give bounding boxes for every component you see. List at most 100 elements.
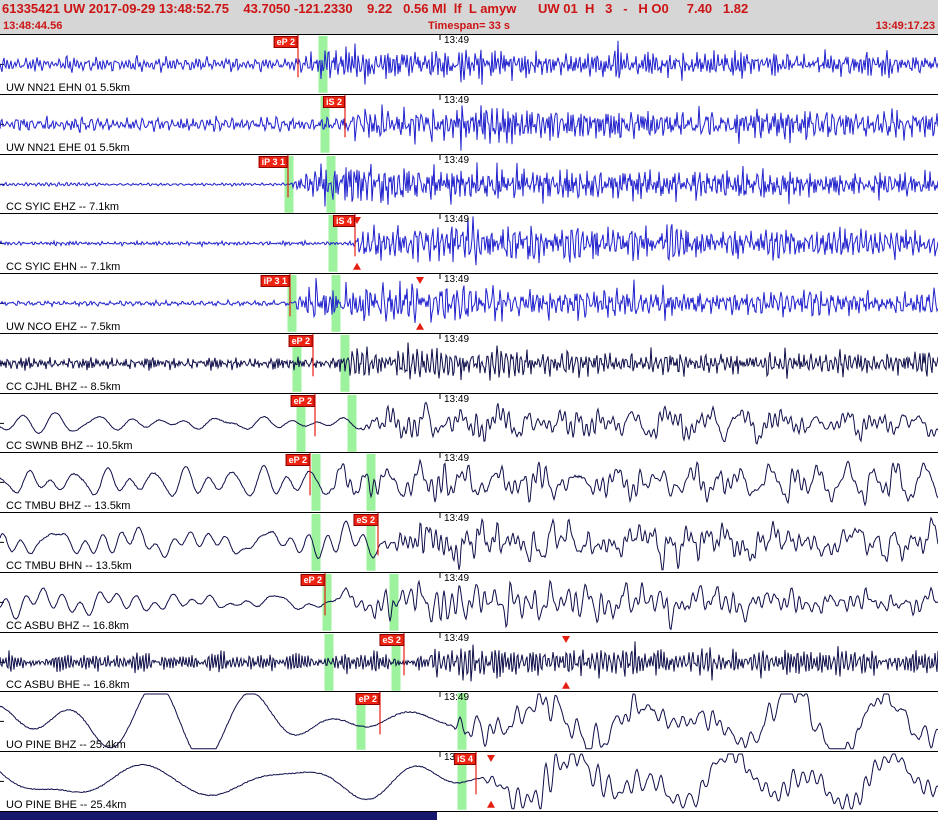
timespan-label: Timespan= 33 s xyxy=(427,20,511,32)
arrival-window-bar xyxy=(331,275,341,332)
phase-pick-flag[interactable]: eP 2 xyxy=(300,573,325,586)
trace-row[interactable]: 13:49 CC ASBU BHE -- 16.8km eS 2 xyxy=(0,632,938,693)
trace-row[interactable]: 13:49 UW NN21 EHN 01 5.5km eP 2 xyxy=(0,35,938,95)
station-label: UO PINE BHE -- 25.4km xyxy=(6,798,127,811)
phase-pick-flag[interactable]: iS 4 xyxy=(453,753,476,766)
phase-pick-flag[interactable]: eS 2 xyxy=(379,633,404,646)
event-header: 61335421 UW 2017-09-29 13:48:52.75 43.70… xyxy=(0,0,938,35)
trace-row[interactable]: 13:49 UO PINE BHZ -- 25.4km eP 2 xyxy=(0,692,938,753)
phase-pick-flag[interactable]: iS 2 xyxy=(322,95,345,108)
phase-pick-flag[interactable]: eP 2 xyxy=(290,394,315,407)
trace-row[interactable]: 13:49 CC ASBU BHZ -- 16.8km eP 2 xyxy=(0,572,938,633)
time-tick-label: 13:49 xyxy=(444,333,470,345)
waveform-trace[interactable] xyxy=(0,641,938,682)
trace-row[interactable]: 13:49 CC CJHL BHZ -- 8.5km eP 2 xyxy=(0,333,938,394)
arrival-window-bar xyxy=(311,454,321,512)
time-tick-label: 13:49 xyxy=(444,274,470,286)
trace-list: 13:49 UW NN21 EHN 01 5.5km eP 2 13:49 UW… xyxy=(0,35,938,812)
event-summary-line: 61335421 UW 2017-09-29 13:48:52.75 43.70… xyxy=(2,1,749,16)
pick-marker-down-icon xyxy=(353,217,361,225)
trace-row[interactable]: 13:49 CC SWNB BHZ -- 10.5km eP 2 xyxy=(0,393,938,454)
time-tick-label: 13:49 xyxy=(444,692,470,704)
waveform-trace[interactable] xyxy=(0,216,938,266)
waveform[interactable] xyxy=(0,752,938,811)
arrival-window-bar xyxy=(347,394,357,452)
footer xyxy=(0,811,938,820)
waveform-trace[interactable] xyxy=(0,161,938,207)
pick-marker-down-icon xyxy=(562,635,570,643)
trace-row[interactable]: 13:49 CC SYIC EHN -- 7.1km iS 4 xyxy=(0,214,938,275)
time-tick-label: 13:49 xyxy=(444,214,470,226)
waveform[interactable] xyxy=(0,94,938,154)
waveform[interactable] xyxy=(0,214,938,273)
trace-row[interactable]: 13:49 CC TMBU BHN -- 13.5km eS 2 xyxy=(0,513,938,573)
arrival-window-bar xyxy=(340,334,350,392)
waveform[interactable] xyxy=(0,572,938,632)
waveform[interactable] xyxy=(0,274,938,333)
waveform[interactable] xyxy=(0,632,938,692)
waveform[interactable] xyxy=(0,393,938,453)
time-tick-label: 13:49 xyxy=(444,572,470,584)
time-tick-label: 13:49 xyxy=(444,513,470,525)
phase-pick-flag[interactable]: eP 2 xyxy=(285,454,310,467)
trace-row[interactable]: 13:49 CC SYIC EHZ -- 7.1km iP 3 1 xyxy=(0,154,938,215)
waveform[interactable] xyxy=(0,154,938,214)
arrival-window-bar xyxy=(366,454,376,512)
waveform-trace[interactable] xyxy=(0,342,938,381)
station-label: UO PINE BHZ -- 25.4km xyxy=(6,739,126,752)
pick-marker-up-icon xyxy=(416,322,424,330)
station-label: CC TMBU BHZ -- 13.5km xyxy=(6,500,131,513)
waveform-trace[interactable] xyxy=(0,753,938,810)
pick-marker-up-icon xyxy=(353,263,361,271)
station-label: UW NN21 EHN 01 5.5km xyxy=(6,81,131,94)
phase-pick-flag[interactable]: iS 4 xyxy=(332,215,355,228)
waveform[interactable] xyxy=(0,692,938,751)
station-label: CC SWNB BHZ -- 10.5km xyxy=(6,440,133,453)
window-end-time: 13:49:17.23 xyxy=(875,20,935,32)
waveform-trace[interactable] xyxy=(0,40,938,85)
station-label: CC TMBU BHN -- 13.5km xyxy=(6,559,132,572)
waveform-trace[interactable] xyxy=(0,458,938,508)
waveform[interactable] xyxy=(0,35,938,94)
waveform-trace[interactable] xyxy=(0,401,938,445)
time-tick-label: 13:49 xyxy=(444,632,470,644)
station-label: UW NCO EHZ -- 7.5km xyxy=(6,320,121,333)
waveform[interactable] xyxy=(0,453,938,512)
waveform-trace[interactable] xyxy=(0,579,938,631)
arrival-window-bar xyxy=(296,394,306,452)
waveform-trace[interactable] xyxy=(0,104,938,151)
trace-row[interactable]: 13:49 UO PINE BHE -- 25.4km iS 4 xyxy=(0,752,938,812)
partial-next-trace-row[interactable] xyxy=(0,811,437,820)
arrival-window-bar xyxy=(324,633,334,691)
trace-row[interactable]: 13:49 UW NCO EHZ -- 7.5km iP 3 1 xyxy=(0,274,938,334)
waveform[interactable] xyxy=(0,333,938,393)
phase-pick-flag[interactable]: eP 2 xyxy=(288,334,313,347)
arrival-window-bar xyxy=(318,35,328,93)
phase-pick-flag[interactable]: iP 3 1 xyxy=(260,275,290,288)
waveform-trace[interactable] xyxy=(0,693,938,750)
pick-marker-up-icon xyxy=(562,681,570,689)
station-label: CC SYIC EHZ -- 7.1km xyxy=(6,201,120,214)
waveform-trace[interactable] xyxy=(0,516,938,571)
waveform[interactable] xyxy=(0,513,938,572)
phase-pick-flag[interactable]: eS 2 xyxy=(353,514,378,527)
time-tick-label: 13:49 xyxy=(444,94,470,106)
trace-row[interactable]: 13:49 UW NN21 EHE 01 5.5km iS 2 xyxy=(0,94,938,155)
phase-pick-flag[interactable]: eP 2 xyxy=(273,36,298,48)
waveform-trace[interactable] xyxy=(0,278,938,324)
arrival-window-bar xyxy=(356,693,366,751)
arrival-window-bar xyxy=(311,514,321,571)
pick-marker-up-icon xyxy=(487,800,495,808)
station-label: CC SYIC EHN -- 7.1km xyxy=(6,261,121,274)
station-label: CC ASBU BHE -- 16.8km xyxy=(6,679,130,692)
time-tick-label: 13:49 xyxy=(444,154,470,166)
pick-marker-down-icon xyxy=(487,755,495,763)
time-range-bar: 13:48:44.56 Timespan= 33 s 13:49:17.23 xyxy=(0,18,938,35)
phase-pick-flag[interactable]: eP 2 xyxy=(355,693,380,706)
phase-pick-flag[interactable]: iP 3 1 xyxy=(258,155,288,168)
trace-row[interactable]: 13:49 CC TMBU BHZ -- 13.5km eP 2 xyxy=(0,453,938,514)
arrival-window-bar xyxy=(457,753,467,810)
time-tick-label: 13:49 xyxy=(444,453,470,465)
station-label: CC CJHL BHZ -- 8.5km xyxy=(6,380,121,393)
window-start-time: 13:48:44.56 xyxy=(3,20,63,32)
